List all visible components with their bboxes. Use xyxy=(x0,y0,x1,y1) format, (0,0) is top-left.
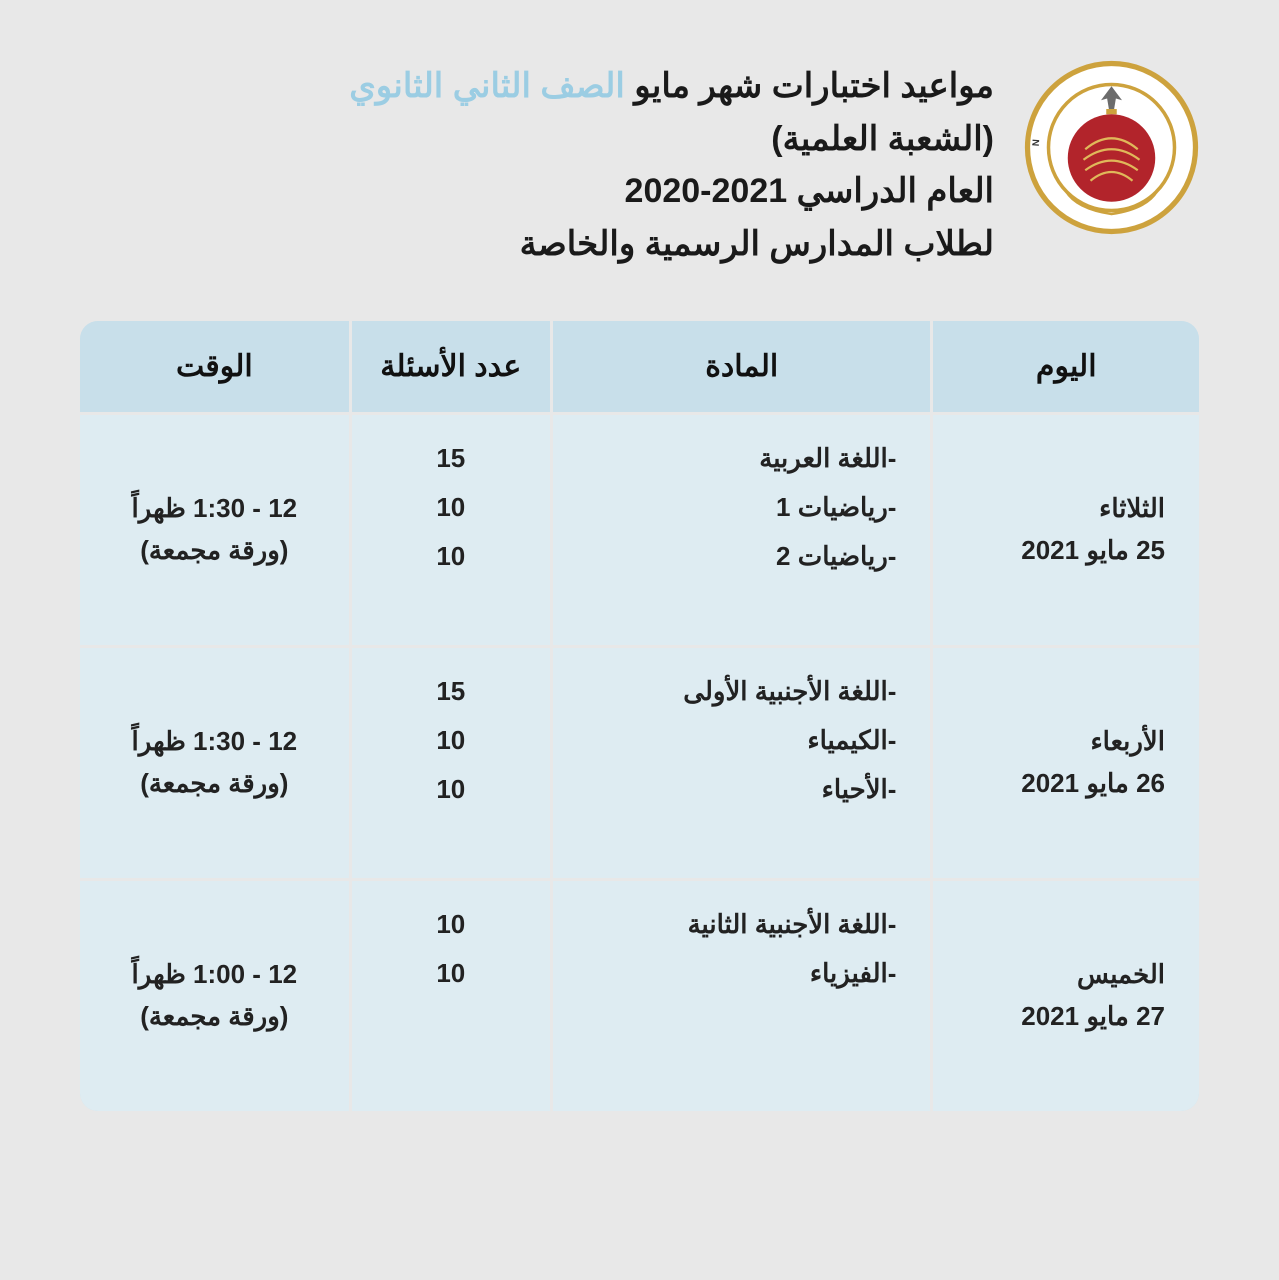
cell-day: الثلاثاء25 مايو 2021 xyxy=(930,415,1199,645)
day-name: الأربعاء xyxy=(1021,721,1165,763)
table-row: الأربعاء26 مايو 2021اللغة الأجنبية الأول… xyxy=(80,645,1199,878)
title-subtitle-3: لطلاب المدارس الرسمية والخاصة xyxy=(80,218,994,271)
cell-count: 10 10 xyxy=(349,881,550,1111)
time-note: (ورقة مجمعة) xyxy=(132,996,298,1038)
table-header-row: اليوم المادة عدد الأسئلة الوقت xyxy=(80,321,1199,412)
cell-time: 12 - 1:00 ظهراً(ورقة مجمعة) xyxy=(80,881,349,1111)
page: MINISTRY OF EDUCATION AND TECHNICAL EDUC… xyxy=(0,0,1279,1280)
time-note: (ورقة مجمعة) xyxy=(132,530,298,572)
subject-item: الأحياء xyxy=(683,774,896,805)
table-row: الثلاثاء25 مايو 2021 اللغة العربية رياضيات… xyxy=(80,412,1199,645)
day-date: 26 مايو 2021 xyxy=(1021,763,1165,805)
subject-item: الكيمياء xyxy=(683,725,896,756)
count-item: 10 xyxy=(436,774,465,805)
subject-item: رياضيات 2 xyxy=(759,541,896,572)
count-item: 10 xyxy=(436,725,465,756)
title-part-1: مواعيد اختبارات شهر مايو xyxy=(625,67,994,105)
title-subtitle-1: (الشعبة العلمية) xyxy=(80,113,994,166)
title-part-2: الصف الثاني الثانوي xyxy=(349,67,625,105)
time-main: 12 - 1:30 ظهراً xyxy=(132,488,298,530)
ministry-logo: MINISTRY OF EDUCATION AND TECHNICAL EDUC… xyxy=(1024,60,1199,235)
day-date: 27 مايو 2021 xyxy=(1021,996,1165,1038)
col-header-count: عدد الأسئلة xyxy=(349,321,550,412)
cell-time: 12 - 1:30 ظهراً(ورقة مجمعة) xyxy=(80,415,349,645)
time-note: (ورقة مجمعة) xyxy=(132,763,298,805)
subject-item: اللغة الأجنبية الأولى xyxy=(683,676,896,707)
count-item: 15 xyxy=(436,443,465,474)
table-row: الخميس27 مايو 2021اللغة الأجنبية الثانية… xyxy=(80,878,1199,1111)
title-subtitle-2: العام الدراسي 2021-2020 xyxy=(80,165,994,218)
count-item: 10 xyxy=(436,909,465,940)
cell-subject: اللغة العربية رياضيات 1 رياضيات 2 xyxy=(550,415,930,645)
time-main: 12 - 1:00 ظهراً xyxy=(132,954,298,996)
title-block: مواعيد اختبارات شهر مايو الصف الثاني الث… xyxy=(80,60,994,271)
cell-day: الخميس27 مايو 2021 xyxy=(930,881,1199,1111)
subject-item: رياضيات 1 xyxy=(759,492,896,523)
time-main: 12 - 1:30 ظهراً xyxy=(132,721,298,763)
day-name: الثلاثاء xyxy=(1021,488,1165,530)
day-name: الخميس xyxy=(1021,954,1165,996)
count-item: 15 xyxy=(436,676,465,707)
cell-subject: اللغة الأجنبية الثانية الفيزياء xyxy=(550,881,930,1111)
cell-count: 15 10 10 xyxy=(349,648,550,878)
subject-item: اللغة الأجنبية الثانية xyxy=(688,909,897,940)
count-item: 10 xyxy=(436,541,465,572)
schedule-table: اليوم المادة عدد الأسئلة الوقت الثلاثاء2… xyxy=(80,321,1199,1111)
title-line-1: مواعيد اختبارات شهر مايو الصف الثاني الث… xyxy=(80,60,994,113)
cell-day: الأربعاء26 مايو 2021 xyxy=(930,648,1199,878)
cell-time: 12 - 1:30 ظهراً(ورقة مجمعة) xyxy=(80,648,349,878)
cell-count: 15 10 10 xyxy=(349,415,550,645)
col-header-subject: المادة xyxy=(550,321,930,412)
count-item: 10 xyxy=(436,958,465,989)
header: MINISTRY OF EDUCATION AND TECHNICAL EDUC… xyxy=(80,60,1199,271)
col-header-time: الوقت xyxy=(80,321,349,412)
subject-item: اللغة العربية xyxy=(759,443,896,474)
cell-subject: اللغة الأجنبية الأولى الكيمياء الأحياء xyxy=(550,648,930,878)
col-header-day: اليوم xyxy=(930,321,1199,412)
subject-item: الفيزياء xyxy=(688,958,897,989)
day-date: 25 مايو 2021 xyxy=(1021,530,1165,572)
count-item: 10 xyxy=(436,492,465,523)
